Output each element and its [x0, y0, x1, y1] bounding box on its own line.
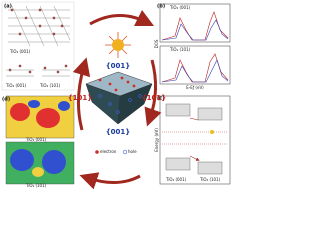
dos-curve — [161, 19, 229, 41]
panel-d: (d) TiO₂ (001) TiO₂ (101) — [2, 95, 75, 188]
axis-label: DOS — [154, 39, 159, 48]
map-blob — [58, 101, 70, 111]
legend-swatch — [95, 150, 99, 154]
caption: TiO₂ (001) — [5, 83, 27, 88]
caption: TiO₂ (101) — [25, 183, 47, 188]
caption: TiO₂ (001) — [25, 137, 47, 142]
panel-c: (c) TiO₂ (001) TiO₂ (101) Energy (eV) — [154, 96, 231, 185]
panel-b: (b) TiO₂ (001) TiO₂ (101) DOS E-Eƒ (eV) — [154, 3, 231, 90]
icon — [210, 130, 214, 134]
caption: TiO₂ (101) — [169, 47, 191, 52]
facet-label: {001} — [106, 128, 131, 136]
legend-label: hole — [128, 149, 137, 154]
lattice — [6, 5, 71, 77]
caption: TiO₂ (001) — [169, 5, 191, 10]
legend-swatch — [122, 149, 128, 155]
caption: TiO₂ (101) — [39, 83, 61, 88]
plot-frame — [159, 3, 231, 43]
panel-label: (c) — [157, 96, 165, 102]
panel-frame — [1, 1, 75, 91]
band — [165, 103, 191, 117]
caption: TiO₂ (001) — [165, 177, 187, 182]
dos-curve — [161, 59, 229, 83]
facet-label: {101} — [142, 94, 167, 102]
facet-label: {001} — [106, 62, 131, 70]
legend-label: electron — [100, 149, 117, 154]
transfer-arrow — [189, 117, 198, 160]
band — [165, 157, 191, 171]
axis-label: E-Eƒ (eV) — [186, 85, 204, 90]
map-blob — [10, 149, 34, 171]
caption: TiO₂ (101) — [199, 177, 221, 182]
figure: (a) TiO₂ (001) TiO₂ (001) TiO₂ (101) (b)… — [1, 1, 231, 189]
sun — [105, 32, 131, 58]
map-blob — [10, 103, 30, 121]
panel-label: (a) — [4, 4, 12, 10]
map-blob — [32, 167, 44, 177]
facet-label: {101} — [68, 94, 93, 102]
map-blob — [28, 100, 40, 108]
map-blob — [36, 108, 60, 128]
map-blob — [42, 150, 66, 174]
panel-a: (a) TiO₂ (001) TiO₂ (001) TiO₂ (101) — [1, 1, 75, 91]
caption: TiO₂ (001) — [9, 49, 31, 54]
cycle-arrows — [72, 9, 162, 189]
panel-label: (b) — [157, 4, 165, 10]
panel-label: (d) — [2, 97, 10, 103]
axis-label: Energy (eV) — [154, 128, 159, 152]
band — [197, 107, 223, 121]
band — [197, 161, 223, 175]
crystal — [85, 71, 153, 125]
potential-lines — [162, 131, 228, 145]
